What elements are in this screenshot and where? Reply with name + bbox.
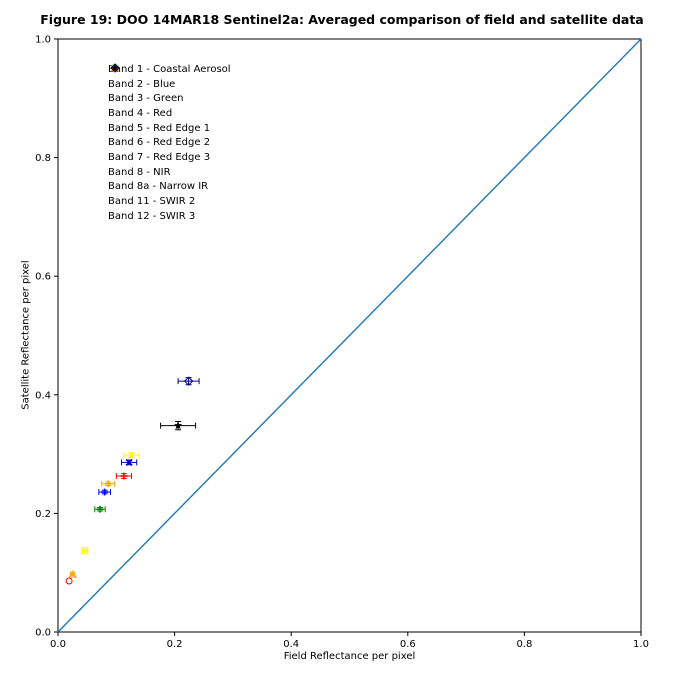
- data-point: [101, 480, 116, 488]
- one-to-one-line: [57, 38, 642, 633]
- legend-marker: [110, 63, 120, 72]
- marker: [65, 577, 73, 585]
- legend-item: Band 8a - Narrow IR: [108, 64, 231, 195]
- data-point: [123, 451, 140, 459]
- legend-item: Band 7 - Red Edge 3: [108, 64, 231, 165]
- x-tick-label: 0.4: [283, 639, 299, 650]
- x-tick-label: 0.0: [50, 639, 66, 650]
- legend-label: Band 8 - NIR: [108, 166, 171, 178]
- legend-item: Band 4 - Red: [108, 64, 231, 121]
- data-point: [98, 488, 111, 496]
- data-point: [65, 577, 73, 585]
- x-tick-label: 0.6: [400, 639, 416, 650]
- marker: [173, 421, 183, 430]
- y-axis-label: Satellite Reflectance per pixel: [20, 260, 32, 410]
- legend-label: Band 1 - Coastal Aerosol: [108, 63, 231, 75]
- marker: [183, 376, 194, 386]
- data-point: [177, 376, 200, 386]
- legend-label: Band 5 - Red Edge 1: [108, 122, 211, 134]
- legend-item: Band 3 - Green: [108, 64, 231, 106]
- legend-item: Band 2 - Blue: [108, 63, 231, 92]
- data-point: [68, 570, 77, 578]
- y-tick-label: 1.0: [35, 35, 51, 46]
- legend-label: Band 11 - SWIR 2: [108, 196, 196, 208]
- marker: [127, 451, 136, 459]
- legend-label: Band 2 - Blue: [108, 78, 176, 90]
- legend-item: Band 6 - Red Edge 2: [108, 64, 231, 150]
- plot-frame: [57, 38, 642, 633]
- y-tick-label: 0.6: [35, 272, 51, 283]
- legend: Band 1 - Coastal Aerosol Band 2 - Blue Ban…: [108, 62, 231, 224]
- legend-item: Band 12 - SWIR 3: [108, 63, 231, 224]
- marker: [68, 570, 77, 578]
- data-point: [160, 420, 197, 431]
- legend-item: Band 11 - SWIR 2: [108, 63, 231, 209]
- marker: [125, 458, 133, 466]
- legend-item: Band 8 - NIR: [108, 64, 231, 180]
- legend-label: Band 4 - Red: [108, 107, 173, 119]
- x-tick-label: 1.0: [633, 639, 649, 650]
- chart-title: Figure 19: DOO 14MAR18 Sentinel2a: Avera…: [40, 12, 644, 27]
- data-point: [115, 472, 132, 480]
- legend-item: Band 1 - Coastal Aerosol: [108, 62, 231, 77]
- legend-label: Band 12 - SWIR 3: [108, 210, 196, 222]
- y-tick-label: 0.2: [35, 509, 51, 520]
- y-tick-label: 0.0: [35, 628, 51, 639]
- legend-label: Band 3 - Green: [108, 93, 184, 105]
- data-point: [81, 547, 89, 555]
- x-tick-label: 0.2: [167, 639, 183, 650]
- y-tick-label: 0.8: [35, 153, 51, 164]
- legend-label: Band 6 - Red Edge 2: [108, 137, 211, 149]
- x-axis-label: Field Reflectance per pixel: [283, 651, 416, 662]
- marker: [110, 63, 120, 72]
- legend-item: Band 5 - Red Edge 1: [108, 64, 231, 136]
- x-tick-label: 0.8: [516, 639, 532, 650]
- marker: [81, 547, 89, 555]
- legend-label: Band 7 - Red Edge 3: [108, 151, 211, 163]
- data-point: [121, 458, 138, 466]
- data-point: [94, 505, 106, 513]
- legend-label: Band 8a - Narrow IR: [108, 181, 209, 193]
- y-tick-label: 0.4: [35, 390, 51, 401]
